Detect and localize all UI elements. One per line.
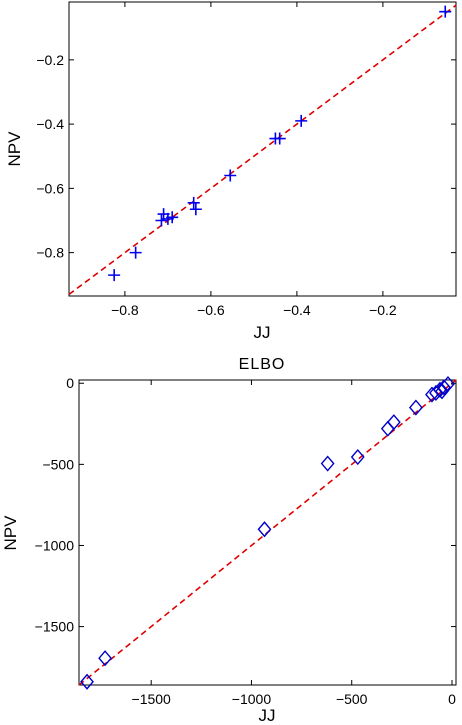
- bottom-tick-group: −1500 −1000 −500 0 −1500 −1000 −500 0: [35, 375, 456, 707]
- top-plot-frame: [68, 1, 457, 297]
- bottom-chart-title: ELBO: [239, 356, 286, 373]
- bottom-x-tick-label: −1500: [132, 691, 172, 707]
- top-tick-group: −0.8 −0.6 −0.4 −0.2 −0.8 −0.6 −0.4 −0.2: [36, 2, 456, 318]
- top-reference-line: [68, 4, 457, 296]
- top-y-axis-label: NPV: [5, 131, 24, 167]
- bottom-y-tick-label: −1500: [35, 619, 75, 635]
- bottom-x-tick-label: 0: [448, 691, 456, 707]
- bottom-x-tick-label: −1000: [232, 691, 272, 707]
- bottom-y-axis-label: NPV: [1, 515, 20, 551]
- plus-marker-point: [295, 114, 308, 127]
- bottom-plot-frame: [78, 379, 457, 686]
- bottom-y-tick-label: 0: [66, 375, 74, 391]
- top-y-tick-label: −0.8: [36, 245, 64, 261]
- bottom-x-tick-label: −500: [336, 691, 368, 707]
- plus-marker-point: [224, 169, 237, 182]
- top-x-tick-label: −0.4: [283, 302, 311, 318]
- top-x-tick-label: −0.6: [197, 302, 225, 318]
- top-y-tick-label: −0.6: [36, 180, 64, 196]
- top-points-group: [108, 5, 452, 282]
- diamond-marker-point: [408, 399, 423, 416]
- plus-marker-point: [108, 269, 121, 282]
- plus-marker-point: [187, 196, 200, 209]
- top-x-axis-label: JJ: [254, 323, 271, 342]
- plus-marker-point: [189, 203, 202, 216]
- diamond-marker-point: [437, 379, 451, 396]
- top-x-tick-label: −0.2: [369, 302, 397, 318]
- bottom-y-tick-label: −500: [42, 456, 74, 472]
- top-y-tick-label: −0.4: [36, 116, 64, 132]
- diamond-marker-point: [441, 375, 455, 393]
- diamond-marker-point: [257, 521, 272, 538]
- top-chart: −0.8 −0.6 −0.4 −0.2 −0.8 −0.6 −0.4 −0.2 JJ NPV: [5, 1, 457, 342]
- diamond-marker-point: [350, 448, 365, 466]
- plus-marker-point: [129, 246, 142, 259]
- plus-marker-point: [166, 211, 179, 224]
- diamond-marker-point: [98, 650, 112, 667]
- bottom-y-tick-label: −1000: [35, 537, 75, 553]
- diamond-marker-point: [386, 414, 401, 431]
- plus-marker-point: [155, 214, 168, 227]
- diamond-marker-point: [320, 455, 335, 472]
- bottom-x-axis-label: JJ: [259, 706, 276, 725]
- plus-marker-point: [273, 132, 286, 145]
- diamond-marker-point: [380, 420, 395, 437]
- top-y-tick-label: −0.2: [36, 52, 64, 68]
- top-x-tick-label: −0.8: [111, 302, 139, 318]
- bottom-chart: ELBO −1500 −1000 −500 0 −1500 −1000 −500 0 JJ N…: [1, 356, 457, 725]
- bottom-points-group: [80, 375, 455, 690]
- diamond-marker-point: [80, 673, 94, 690]
- top-reference-line-group: [68, 4, 457, 296]
- plus-marker-point: [439, 5, 452, 18]
